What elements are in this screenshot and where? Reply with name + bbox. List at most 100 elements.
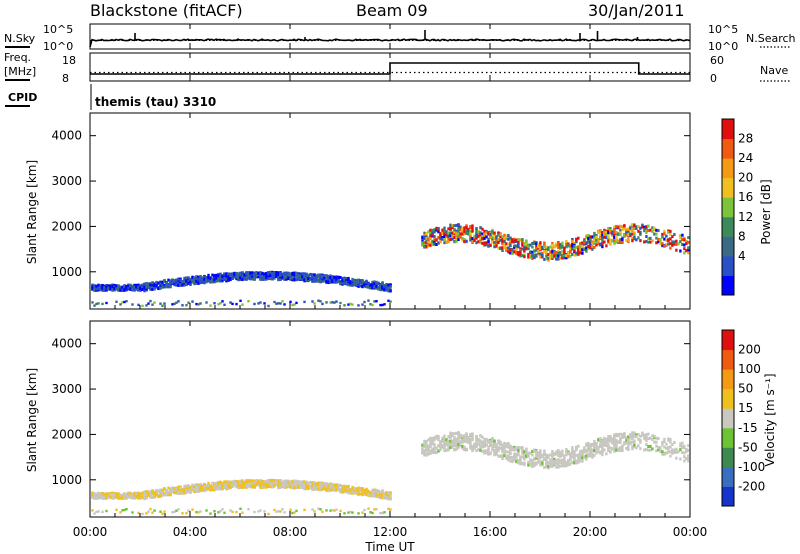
power-cell xyxy=(531,257,534,260)
colorbar-frame xyxy=(721,329,735,507)
velocity-cell xyxy=(283,511,286,514)
power-cell xyxy=(347,281,350,285)
power-cell xyxy=(519,247,522,251)
power-cell xyxy=(163,285,166,289)
power-cell xyxy=(295,272,298,275)
velocity-cell xyxy=(481,445,484,449)
velocity-cell xyxy=(513,445,516,449)
velocity-cell xyxy=(369,491,372,495)
power-cell xyxy=(187,276,190,280)
velocity-cell xyxy=(687,444,690,448)
power-cell xyxy=(469,235,472,239)
power-cell xyxy=(569,254,572,258)
power-cell xyxy=(579,251,582,255)
power-cell xyxy=(585,246,588,250)
power-cell xyxy=(545,245,548,249)
velocity-cell xyxy=(505,456,508,460)
velocity-cell xyxy=(425,445,428,448)
velocity-cell xyxy=(539,453,542,457)
velocity-cell xyxy=(159,494,162,498)
power-cell xyxy=(565,239,568,243)
velocity-cell xyxy=(523,461,526,465)
power-cell xyxy=(545,255,548,258)
velocity-cell xyxy=(271,485,274,489)
velocity-cell xyxy=(469,446,472,450)
velocity-cell xyxy=(627,435,630,439)
velocity-cell xyxy=(559,453,562,457)
power-cell xyxy=(193,282,196,286)
velocity-cell xyxy=(431,448,434,452)
power-cell xyxy=(133,283,136,287)
velocity-cell xyxy=(307,485,310,488)
velocity-cell xyxy=(645,439,648,442)
power-cell xyxy=(555,244,558,248)
velocity-cell xyxy=(235,482,238,486)
power-cell xyxy=(591,241,594,245)
velocity-cell xyxy=(449,435,452,439)
velocity-cell xyxy=(153,509,156,512)
power-cell xyxy=(259,275,262,279)
velocity-cell xyxy=(301,483,304,487)
velocity-cell xyxy=(429,445,432,449)
velocity-cell xyxy=(331,509,334,512)
velocity-cell xyxy=(313,510,316,513)
velocity-cell xyxy=(355,488,358,492)
velocity-cell xyxy=(473,444,476,448)
power-cell xyxy=(511,248,514,252)
velocity-cell xyxy=(561,459,564,463)
velocity-cell xyxy=(529,463,532,467)
power-cell xyxy=(449,225,452,229)
power-cell xyxy=(423,245,426,249)
velocity-cell xyxy=(273,481,276,485)
power-cell xyxy=(227,278,230,282)
velocity-cell xyxy=(591,449,594,453)
velocity-cell xyxy=(473,442,476,446)
velocity-cell xyxy=(557,462,560,466)
power-cell xyxy=(551,242,554,245)
velocity-cell xyxy=(285,483,288,487)
power-cell xyxy=(585,236,588,239)
power-cell xyxy=(563,250,566,254)
power-cell xyxy=(311,300,314,303)
velocity-cell xyxy=(515,446,518,450)
velocity-cell xyxy=(687,459,690,463)
power-cell xyxy=(329,276,332,280)
power-cell xyxy=(455,231,458,235)
velocity-cell xyxy=(533,464,536,468)
velocity-cell xyxy=(649,436,652,440)
power-cell xyxy=(491,230,494,234)
power-cell xyxy=(137,283,140,287)
power-cell xyxy=(381,282,384,286)
power-cell xyxy=(509,239,512,243)
power-cell xyxy=(195,281,198,285)
power-cell xyxy=(663,244,666,248)
power-cell xyxy=(453,224,456,228)
velocity-cell xyxy=(241,479,244,483)
power-cell xyxy=(481,234,484,238)
velocity-cell xyxy=(131,495,134,498)
power-cell xyxy=(687,236,690,240)
power-cell xyxy=(211,273,214,277)
power-cell xyxy=(287,273,290,277)
velocity-cell xyxy=(123,496,126,500)
power-cell xyxy=(95,287,98,291)
power-cell xyxy=(615,236,618,240)
velocity-cell xyxy=(605,441,608,444)
velocity-cell xyxy=(351,488,354,492)
velocity-cell xyxy=(133,496,136,500)
power-cell xyxy=(627,227,630,231)
velocity-cell xyxy=(655,440,658,444)
power-cell xyxy=(275,302,278,305)
power-cell xyxy=(97,283,100,287)
velocity-cell xyxy=(491,440,494,443)
velocity-cell xyxy=(295,482,298,486)
velocity-cell xyxy=(529,458,532,462)
power-cell xyxy=(329,301,332,304)
velocity-cell xyxy=(589,445,592,449)
power-cell xyxy=(641,223,644,227)
velocity-cell xyxy=(433,450,436,454)
power-cell xyxy=(669,237,672,241)
velocity-cell xyxy=(673,450,676,454)
velocity-cell xyxy=(545,453,548,457)
